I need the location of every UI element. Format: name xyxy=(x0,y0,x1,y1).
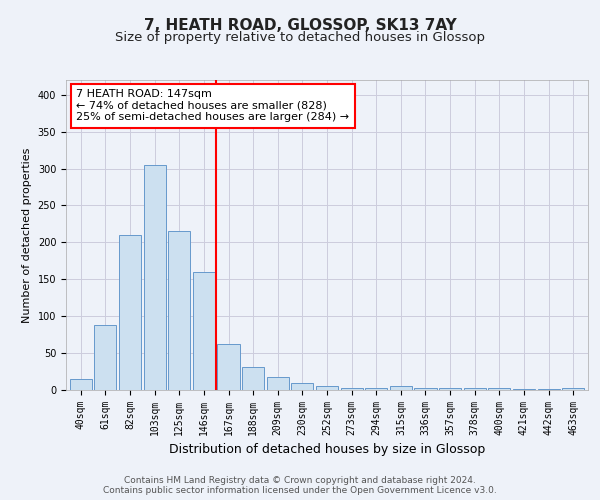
Bar xyxy=(242,367,264,390)
Bar xyxy=(70,379,92,390)
Bar xyxy=(193,272,215,390)
Bar xyxy=(439,388,461,390)
Text: 7 HEATH ROAD: 147sqm
← 74% of detached houses are smaller (828)
25% of semi-deta: 7 HEATH ROAD: 147sqm ← 74% of detached h… xyxy=(76,90,350,122)
Bar xyxy=(390,386,412,390)
Bar xyxy=(341,388,363,390)
Bar xyxy=(464,388,486,390)
Text: Contains HM Land Registry data © Crown copyright and database right 2024.
Contai: Contains HM Land Registry data © Crown c… xyxy=(103,476,497,495)
Bar xyxy=(168,232,190,390)
Bar xyxy=(119,235,141,390)
Bar xyxy=(94,325,116,390)
Bar xyxy=(415,388,437,390)
Bar xyxy=(143,165,166,390)
X-axis label: Distribution of detached houses by size in Glossop: Distribution of detached houses by size … xyxy=(169,444,485,456)
Bar xyxy=(488,388,511,390)
Bar xyxy=(365,388,388,390)
Bar xyxy=(316,386,338,390)
Bar xyxy=(266,376,289,390)
Bar xyxy=(291,384,313,390)
Text: Size of property relative to detached houses in Glossop: Size of property relative to detached ho… xyxy=(115,31,485,44)
Text: 7, HEATH ROAD, GLOSSOP, SK13 7AY: 7, HEATH ROAD, GLOSSOP, SK13 7AY xyxy=(143,18,457,32)
Y-axis label: Number of detached properties: Number of detached properties xyxy=(22,148,32,322)
Bar xyxy=(562,388,584,390)
Bar xyxy=(217,344,239,390)
